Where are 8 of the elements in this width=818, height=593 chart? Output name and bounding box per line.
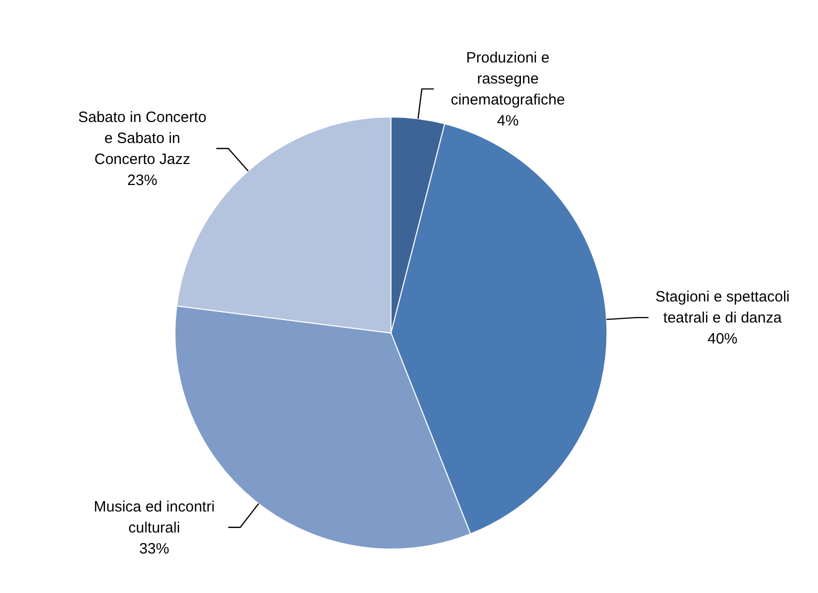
slice-label: Produzioni e rassegne cinematografiche [450,48,565,108]
data-label: 4% [496,112,519,129]
data-label: 40% [708,330,738,348]
data-label: 23% [127,171,158,188]
slice-label: Sabato in Concerto e Sabato in Concerto Jazz [78,108,207,168]
slice-label: Stagioni e spettacoli teatrali e di danza [655,288,790,326]
slice-label: Musica ed incontri culturali [94,498,215,536]
data-label: 33% [139,540,170,557]
